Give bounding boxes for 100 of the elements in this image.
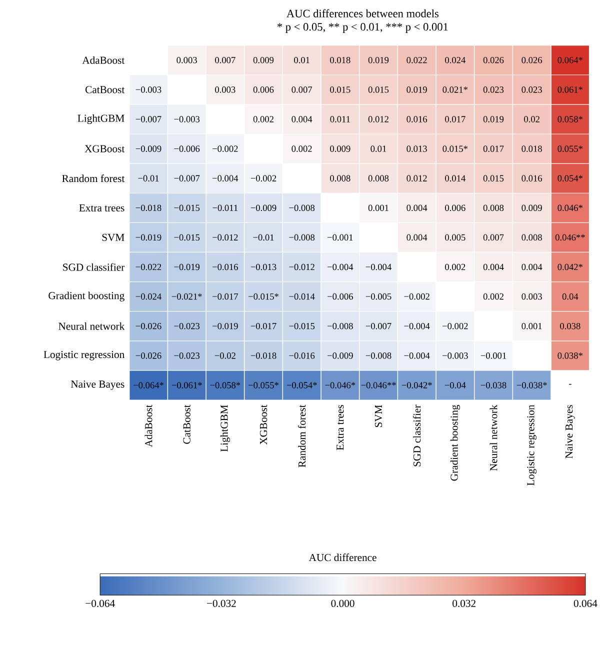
data-label: 0.064*	[558, 56, 583, 64]
data-label: 0.005	[445, 234, 466, 241]
data-label: −0.061*	[172, 382, 202, 388]
data-label: 0.01	[370, 146, 386, 152]
data-label: 0.002	[292, 146, 312, 152]
data-label: 0.006	[253, 86, 274, 93]
data-label: 0.026	[483, 56, 504, 64]
data-label: −0.018	[136, 204, 162, 212]
x-tick-label: SVM	[374, 405, 382, 428]
y-tick-label: Gradient boosting	[48, 292, 124, 302]
data-label: −0.003	[174, 116, 200, 122]
data-label: −0.046*	[325, 382, 356, 388]
y-tick-label: Random forest	[62, 174, 125, 182]
data-label: −0.004	[404, 352, 430, 359]
data-label: −0.002	[212, 146, 238, 152]
data-label: −0.007	[366, 322, 392, 330]
data-label: −0.016	[212, 264, 238, 270]
data-label: −0.003	[442, 352, 468, 359]
data-label: 0.001	[522, 322, 542, 330]
data-label: −0.02	[214, 352, 236, 359]
data-label: −0.011	[212, 204, 238, 212]
data-label: −0.017	[212, 293, 238, 300]
data-label: 0.015	[368, 86, 389, 93]
chart-title: AUC differences between models	[286, 9, 438, 18]
data-label: 0.007	[292, 86, 312, 93]
data-label: 0.018	[330, 56, 350, 64]
chart-subtitle: * p < 0.05, ** p < 0.01, *** p < 0.001	[277, 23, 448, 33]
y-tick-label: Extra trees	[79, 204, 124, 212]
data-label: 0.038*	[558, 352, 583, 359]
y-tick-label: AdaBoost	[82, 56, 125, 64]
x-tick-label: Naive Bayes	[566, 405, 575, 458]
data-label: 0.055*	[558, 146, 583, 152]
y-tick-label: LightGBM	[78, 114, 124, 124]
data-label: 0.012	[406, 175, 427, 182]
data-label: 0.026	[522, 56, 542, 64]
data-label: −0.004	[404, 322, 430, 330]
data-label: −0.004	[328, 264, 354, 270]
data-label: −0.001	[480, 352, 506, 359]
data-label: −0.002	[404, 293, 430, 300]
data-label: −0.007	[174, 175, 200, 182]
data-label: 0.004	[406, 234, 428, 241]
data-label: 0.001	[368, 204, 388, 212]
data-label: 0.013	[406, 146, 427, 152]
text: -	[568, 384, 572, 385]
data-label: 0.04	[562, 293, 578, 300]
data-label: 0.008	[330, 175, 350, 182]
data-label: 0.009	[253, 56, 274, 64]
data-label: −0.016	[289, 352, 315, 359]
data-label: −0.017	[250, 322, 276, 330]
data-label: −0.012	[289, 264, 314, 270]
data-label: 0.038	[560, 322, 580, 330]
data-label: 0.004	[292, 116, 312, 122]
x-tick-label: LightGBM	[220, 404, 230, 452]
data-label: 0.016	[406, 116, 428, 122]
x-tick-label: Gradient boosting	[450, 404, 460, 481]
data-label: −0.009	[328, 352, 353, 359]
x-tick-label: AdaBoost	[144, 404, 152, 448]
data-label: −0.008	[289, 204, 315, 212]
data-label: −0.009	[250, 204, 276, 212]
data-label: −0.024	[136, 293, 162, 300]
y-tick-label: Naive Bayes	[70, 380, 124, 390]
data-label: −0.008	[366, 352, 392, 359]
data-label: 0.015	[483, 175, 504, 182]
data-label: 0.016	[522, 175, 542, 182]
data-label: 0.014	[445, 175, 466, 182]
data-label: 0.017	[483, 146, 504, 152]
data-label: −0.054*	[286, 382, 317, 388]
x-tick-label: CatBoost	[183, 404, 190, 444]
data-label: −0.021*	[172, 293, 202, 300]
data-label: −0.046**	[361, 382, 396, 388]
data-label: 0.058*	[558, 116, 583, 122]
data-label: 0.003	[176, 56, 197, 64]
data-label: 0.008	[522, 234, 542, 241]
data-label: −0.006	[328, 293, 353, 300]
data-label: 0.019	[368, 56, 389, 64]
data-label: −0.026	[136, 322, 162, 330]
data-label: 0.018	[522, 146, 542, 152]
data-label: 0.004	[406, 204, 428, 212]
data-label: 0.024	[445, 56, 466, 64]
data-label: −0.015	[174, 204, 200, 212]
data-label: −0.038	[480, 382, 506, 388]
data-label: 0.009	[330, 146, 350, 152]
data-label: 0.007	[483, 234, 504, 241]
data-label: −0.004	[212, 175, 238, 182]
data-label: 0.019	[483, 116, 504, 122]
color-bar-label: 0.064	[574, 600, 598, 608]
data-label: 0.002	[253, 116, 274, 122]
data-label: −0.014	[289, 293, 315, 300]
color-bar-title: AUC difference	[308, 554, 376, 562]
data-label: −0.002	[250, 175, 276, 182]
data-label: −0.008	[328, 322, 353, 330]
data-label: 0.019	[406, 86, 427, 93]
data-label: −0.008	[289, 234, 315, 241]
y-tick-label: Logistic regression	[44, 351, 124, 360]
data-label: 0.006	[445, 204, 466, 212]
data-label: −0.022	[136, 264, 162, 270]
y-tick-label: XGBoost	[84, 145, 125, 152]
color-bar-label: 0.032	[452, 600, 476, 608]
data-label: 0.015*	[442, 146, 468, 152]
data-label: 0.021*	[442, 86, 468, 93]
